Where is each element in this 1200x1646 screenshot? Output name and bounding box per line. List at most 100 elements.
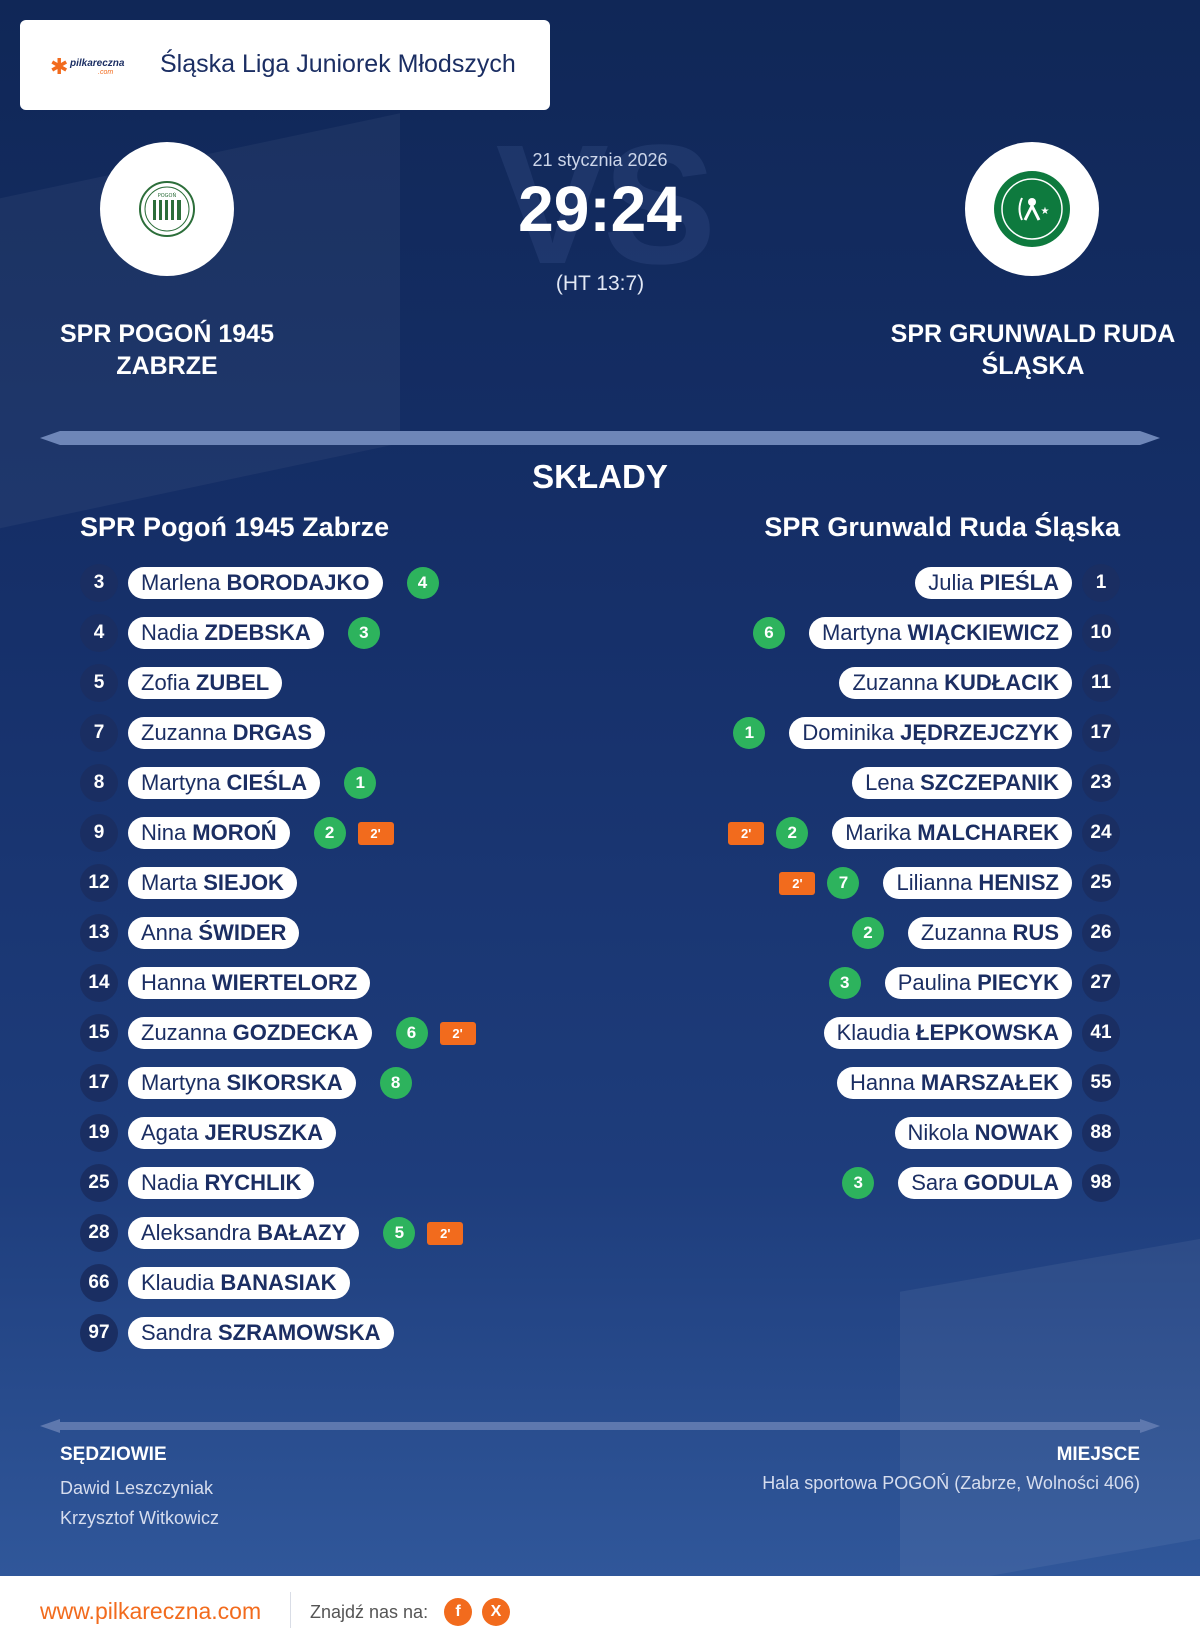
player-number: 11	[1082, 664, 1120, 702]
player-first-name: Anna	[141, 920, 193, 945]
player-number: 17	[80, 1064, 118, 1102]
league-logo-suffix: .com	[98, 69, 114, 76]
player-first-name: Hanna	[850, 1070, 915, 1095]
referee-name: Dawid Leszczyniak	[60, 1478, 214, 1498]
player-number: 28	[80, 1214, 118, 1252]
player-last-name: RYCHLIK	[204, 1170, 302, 1195]
facebook-icon[interactable]: f	[444, 1598, 472, 1626]
suspension-badge: 2'	[439, 1021, 476, 1045]
player-number: 23	[1082, 764, 1120, 802]
website-link[interactable]: www.pilkareczna.com	[40, 1598, 262, 1624]
suspension-badge: 2'	[357, 821, 394, 845]
player-last-name: SIEJOK	[203, 870, 284, 895]
player-row: 12 Marta SIEJOK	[80, 858, 620, 908]
player-last-name: MOROŃ	[192, 820, 277, 845]
player-last-name: JERUSZKA	[204, 1120, 324, 1145]
player-name: Marta SIEJOK	[128, 867, 297, 899]
player-row: 24 Marika MALCHAREK 2 2'	[580, 808, 1120, 858]
player-row: 25 Nadia RYCHLIK	[80, 1158, 620, 1208]
player-last-name: SZRAMOWSKA	[217, 1320, 381, 1345]
player-last-name: KUDŁACIK	[944, 670, 1059, 695]
footer: www.pilkareczna.com Znajdź nas na: f X	[0, 1576, 1200, 1646]
player-row: 7 Zuzanna DRGAS	[80, 708, 620, 758]
player-row: 14 Hanna WIERTELORZ	[80, 958, 620, 1008]
player-first-name: Hanna	[141, 970, 206, 995]
vs-watermark: VS	[495, 110, 717, 300]
player-row: 8 Martyna CIEŚLA 1	[80, 758, 620, 808]
league-header: ✱ pilkareczna .com Śląska Liga Juniorek …	[20, 20, 550, 110]
league-name: Śląska Liga Juniorek Młodszych	[160, 50, 516, 78]
final-score: 29:24	[518, 173, 682, 245]
player-row: 4 Nadia ZDEBSKA 3	[80, 608, 620, 658]
player-first-name: Sandra	[141, 1320, 212, 1345]
match-card: VS ✱ pilkareczna .com Śląska Liga Junior…	[0, 0, 1200, 1576]
goals-badge: 1	[733, 717, 766, 749]
player-number: 19	[80, 1114, 118, 1152]
player-name: Zofia ZUBEL	[128, 667, 283, 699]
home-roster: 3 Marlena BORODAJKO 4 4 Nadia ZDEBSKA 3 5 Zofia ZU…	[80, 558, 620, 1358]
player-row: 23 Lena SZCZEPANIK	[580, 758, 1120, 808]
player-first-name: Martyna	[141, 770, 221, 795]
player-number: 88	[1082, 1114, 1120, 1152]
player-number: 25	[80, 1164, 118, 1202]
section-divider	[40, 431, 1160, 445]
player-first-name: Nina	[141, 820, 187, 845]
player-first-name: Marlena	[141, 570, 221, 595]
goals-badge: 3	[347, 617, 380, 649]
venue-name: Hala sportowa POGOŃ (Zabrze, Wolności 40…	[762, 1473, 1140, 1493]
player-first-name: Klaudia	[836, 1020, 910, 1045]
player-row: 55 Hanna MARSZAŁEK	[580, 1058, 1120, 1108]
suspension-badge: 2'	[728, 821, 765, 845]
player-row: 25 Lilianna HENISZ 7 2'	[580, 858, 1120, 908]
player-name: Nadia ZDEBSKA	[128, 617, 324, 649]
player-row: 10 Martyna WIĄCKIEWICZ 6	[580, 608, 1120, 658]
goals-badge: 3	[842, 1167, 875, 1199]
player-name: Lena SZCZEPANIK	[852, 767, 1072, 799]
player-first-name: Lena	[865, 770, 915, 795]
player-last-name: SZCZEPANIK	[920, 770, 1059, 795]
player-name: Sara GODULA	[898, 1167, 1072, 1199]
x-icon[interactable]: X	[482, 1598, 510, 1626]
player-number: 1	[1082, 564, 1120, 602]
pogon-crest-icon: POGOŃ	[139, 181, 195, 237]
referee-name: Krzysztof Witkowicz	[60, 1508, 220, 1528]
home-lineup-heading: SPR Pogoń 1945 Zabrze	[80, 512, 390, 542]
player-first-name: Agata	[141, 1120, 199, 1145]
player-number: 14	[80, 964, 118, 1002]
home-team-name: SPR POGOŃ 1945 ZABRZE	[60, 320, 274, 380]
player-row: 15 Zuzanna GOZDECKA 6 2'	[80, 1008, 620, 1058]
player-first-name: Paulina	[897, 970, 972, 995]
goals-badge: 6	[395, 1017, 428, 1049]
player-last-name: GOZDECKA	[232, 1020, 359, 1045]
goals-badge: 6	[752, 617, 785, 649]
player-number: 97	[80, 1314, 118, 1352]
away-team-name: SPR GRUNWALD RUDA ŚLĄSKA	[890, 320, 1176, 380]
player-name: Klaudia BANASIAK	[128, 1267, 350, 1299]
player-name: Martyna SIKORSKA	[128, 1067, 356, 1099]
player-number: 5	[80, 664, 118, 702]
player-number: 25	[1082, 864, 1120, 902]
player-last-name: BORODAJKO	[226, 570, 370, 595]
player-first-name: Lilianna	[896, 870, 973, 895]
background-shape	[900, 1228, 1200, 1576]
goals-badge: 4	[406, 567, 439, 599]
player-row: 98 Sara GODULA 3	[580, 1158, 1120, 1208]
player-first-name: Marta	[141, 870, 198, 895]
player-number: 10	[1082, 614, 1120, 652]
goals-badge: 3	[828, 967, 861, 999]
player-last-name: WIĄCKIEWICZ	[907, 620, 1059, 645]
match-date: 21 stycznia 2026	[532, 150, 668, 170]
suspension-badge: 2'	[779, 871, 816, 895]
player-row: 41 Klaudia ŁEPKOWSKA	[580, 1008, 1120, 1058]
player-last-name: HENISZ	[978, 870, 1059, 895]
goals-badge: 5	[383, 1217, 416, 1249]
player-row: 66 Klaudia BANASIAK	[80, 1258, 620, 1308]
player-name: Dominika JĘDRZEJCZYK	[789, 717, 1072, 749]
player-name: Aleksandra BAŁAZY	[128, 1217, 360, 1249]
player-number: 7	[80, 714, 118, 752]
player-row: 88 Nikola NOWAK	[580, 1108, 1120, 1158]
ball-icon: ✱	[50, 54, 69, 79]
goals-badge: 7	[827, 867, 860, 899]
player-row: 17 Martyna SIKORSKA 8	[80, 1058, 620, 1108]
player-row: 9 Nina MOROŃ 2 2'	[80, 808, 620, 858]
